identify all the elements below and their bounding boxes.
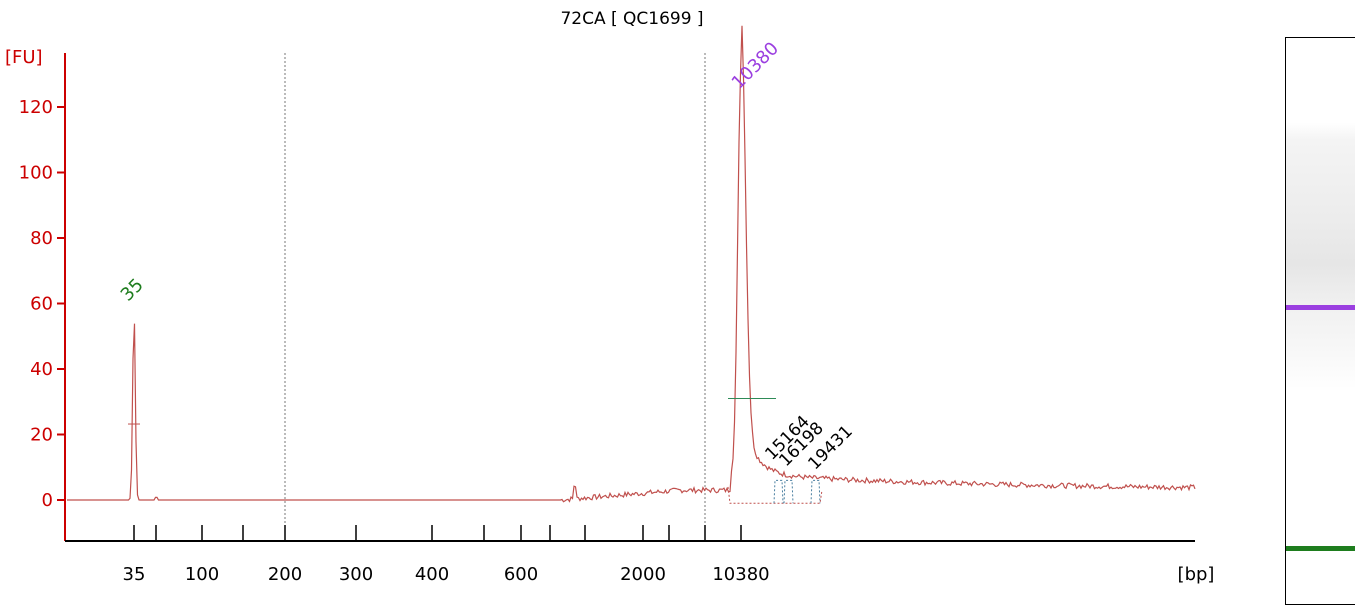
upper-marker-band [1286,305,1355,310]
region-15164 [773,479,784,504]
region-16198 [783,479,794,504]
integration-region [727,486,823,504]
x-tick-label-100: 100 [185,564,219,585]
chart-title: 72CA [ QC1699 ] [560,9,703,29]
y-tick-label-80: 80 [30,228,53,249]
electropherogram-chart: 72CA [ QC1699 ] [FU] [bp] 0 20 40 60 80 100 12… [5,9,1215,585]
x-tick-label-2000: 2000 [620,564,666,585]
x-tick-label-200: 200 [268,564,302,585]
x-tick-label-400: 400 [415,564,449,585]
gel-lane [1285,37,1355,605]
peak-label-35: 35 [117,275,148,306]
region-19431 [810,479,821,504]
peak-label-10380: 10380 [728,38,783,93]
x-axis-label: [bp] [1178,564,1215,585]
lower-marker-band [1286,546,1355,551]
x-tick-label-35: 35 [123,564,146,585]
y-tick-label-100: 100 [19,163,53,184]
x-tick-label-10380: 10380 [712,564,769,585]
x-tick-label-300: 300 [339,564,373,585]
y-tick-label-0: 0 [42,490,53,511]
y-tick-label-20: 20 [30,425,53,446]
trace-line [67,25,1196,503]
y-axis-label: [FU] [5,47,43,68]
y-tick-label-60: 60 [30,294,53,315]
x-tick-label-600: 600 [504,564,538,585]
y-tick-label-40: 40 [30,359,53,380]
y-tick-label-120: 120 [19,97,53,118]
